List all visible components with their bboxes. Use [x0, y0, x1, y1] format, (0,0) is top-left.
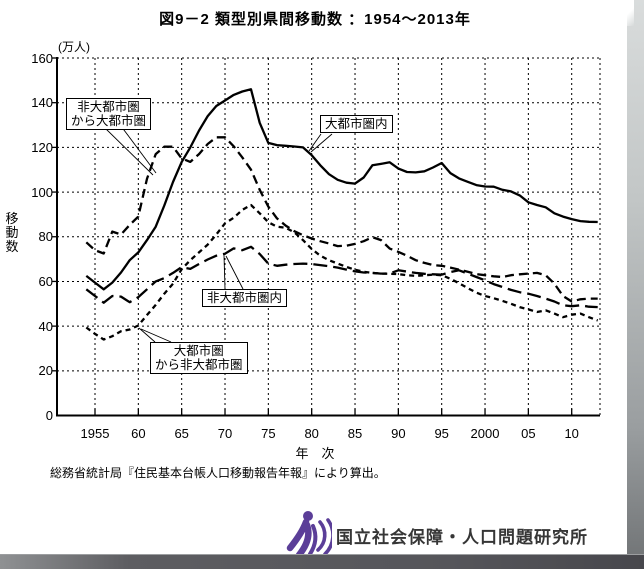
ytick-label-160: 160 — [31, 50, 53, 66]
series-label-hi-nonmetro-to-metro: 非大都市圏 から大都市圏 — [66, 98, 152, 130]
series-label-within-metro: 大都市圏内 — [320, 115, 393, 133]
y-axis-unit-label: (万人) — [58, 40, 90, 54]
label-pointer-hi-nonmetro-to-metro — [103, 126, 154, 176]
ytick-label-20: 20 — [38, 363, 53, 379]
series-line-4 — [85, 88, 598, 291]
label-pointer-within-nonmetro — [223, 254, 226, 290]
ipss-logo-mark-icon — [286, 511, 332, 557]
xtick-label-2005: 05 — [521, 426, 536, 441]
series-label-within-nonmetro: 非大都市圏内 — [202, 289, 288, 307]
ytick-label-40: 40 — [38, 318, 53, 334]
xtick-label-1990: 90 — [391, 426, 406, 441]
series-line-2 — [85, 203, 599, 341]
x-axis-title: 年 次 — [295, 446, 335, 461]
xtick-label-1985: 85 — [347, 426, 363, 441]
xtick-label-1995: 95 — [434, 426, 449, 441]
label-pointer-within-metro — [310, 133, 333, 153]
label-pointer-within-nonmetro — [225, 255, 244, 290]
ytick-label-120: 120 — [31, 139, 53, 155]
label-pointer-metro-to-nonmetro — [138, 327, 156, 343]
ytick-label-80: 80 — [38, 229, 53, 245]
chart-title: 図9－2 類型別県間移動数 ：1954～2013年 — [159, 11, 471, 28]
label-pointer-metro-to-nonmetro — [140, 328, 172, 343]
label-pointer-within-metro — [308, 133, 322, 152]
ytick-label-100: 100 — [31, 184, 53, 200]
xtick-label-1965: 65 — [174, 426, 189, 441]
xtick-label-1970: 70 — [217, 426, 233, 441]
bevel-edge-right — [626, 0, 644, 569]
y-axis-title: 移動数 — [5, 211, 19, 254]
ipss-logo-text: 国立社会保障・人口問題研究所 — [336, 528, 588, 547]
xtick-label-2010: 10 — [564, 426, 579, 441]
ytick-label-140: 140 — [31, 95, 53, 111]
label-pointer-hi-nonmetro-to-metro — [120, 125, 157, 174]
series-line-3 — [85, 136, 598, 303]
ipss-logo: 国立社会保障・人口問題研究所 — [286, 508, 606, 558]
series-line-1 — [85, 245, 598, 309]
xtick-label-1975: 75 — [261, 426, 276, 441]
xtick-label-1955: 1955 — [80, 426, 110, 441]
ytick-label-0: 0 — [45, 408, 53, 423]
series-label-metro-to-nonmetro: 大都市圏 から非大都市圏 — [150, 342, 248, 374]
xtick-label-1980: 80 — [304, 426, 319, 441]
ytick-label-60: 60 — [38, 273, 53, 289]
source-note: 総務省統計局『住民基本台帳人口移動報告年報』により算出。 — [50, 466, 386, 480]
xtick-label-2000: 2000 — [470, 426, 500, 441]
bevel-edge-bottom — [0, 554, 644, 569]
xtick-label-1960: 60 — [131, 426, 146, 441]
